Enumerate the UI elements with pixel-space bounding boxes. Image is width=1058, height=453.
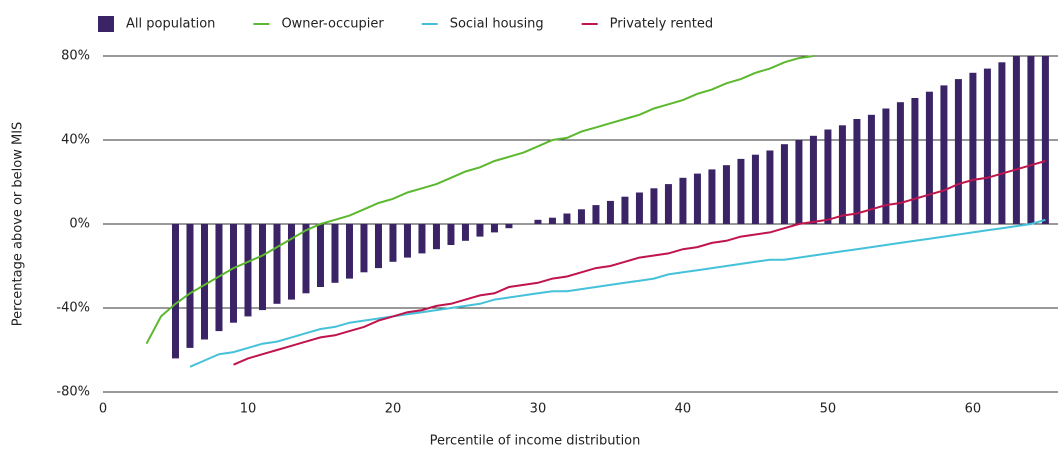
- legend-label: Social housing: [450, 17, 544, 32]
- x-tick-label: 60: [965, 402, 982, 417]
- bar: [563, 213, 571, 224]
- bar: [403, 224, 411, 258]
- bar: [592, 205, 600, 224]
- bar: [679, 177, 687, 224]
- bar: [925, 91, 933, 224]
- bar: [882, 108, 890, 224]
- bar: [418, 224, 426, 254]
- bar: [302, 224, 310, 294]
- bar: [621, 196, 629, 224]
- bar: [345, 224, 353, 279]
- line: [189, 218, 1046, 368]
- bar: [171, 224, 179, 359]
- bar: [505, 224, 513, 229]
- bar: [490, 224, 498, 233]
- bar: [316, 224, 324, 287]
- bar: [737, 158, 745, 224]
- bar: [461, 224, 469, 241]
- bar: [809, 135, 817, 224]
- plot-area: [145, 55, 1049, 368]
- bar: [911, 98, 919, 224]
- y-tick-label: -80%: [56, 385, 90, 400]
- bar: [534, 219, 542, 224]
- legend-swatch: [98, 16, 114, 32]
- bar: [751, 154, 759, 224]
- bar: [1027, 56, 1035, 224]
- bar: [200, 224, 208, 340]
- x-tick-label: 40: [675, 402, 692, 417]
- bar: [780, 144, 788, 224]
- legend-label: Owner-occupier: [281, 17, 384, 32]
- x-tick-label: 20: [385, 402, 402, 417]
- bar: [258, 224, 266, 311]
- bar: [1041, 56, 1049, 224]
- bar: [1012, 56, 1020, 224]
- x-axis-title: Percentile of income distribution: [430, 434, 641, 449]
- y-tick-label: 40%: [61, 133, 90, 148]
- bar: [548, 217, 556, 224]
- x-tick-label: 50: [820, 402, 837, 417]
- bar: [476, 224, 484, 237]
- bar: [853, 119, 861, 224]
- line: [145, 55, 814, 345]
- y-axis-title: Percentage above or below MIS: [11, 122, 26, 327]
- x-tick-label: 10: [240, 402, 257, 417]
- bar: [969, 72, 977, 224]
- bar: [389, 224, 397, 262]
- y-tick-label: -40%: [56, 301, 90, 316]
- bar: [824, 129, 832, 224]
- bar: [998, 62, 1006, 224]
- bar: [244, 224, 252, 317]
- legend-label: All population: [126, 17, 215, 32]
- bar: [374, 224, 382, 269]
- bar: [664, 184, 672, 224]
- bar: [867, 114, 875, 224]
- legend: All population Owner-occupier Social housi…: [98, 16, 713, 32]
- bar: [273, 224, 281, 304]
- bar: [954, 79, 962, 224]
- bar: [287, 224, 295, 300]
- bar: [896, 102, 904, 224]
- bar: [983, 68, 991, 224]
- bar: [838, 125, 846, 224]
- y-tick-label: 0%: [69, 217, 90, 232]
- bar: [186, 224, 194, 348]
- x-tick-label: 30: [530, 402, 547, 417]
- x-tick-label: 0: [99, 402, 107, 417]
- bar: [577, 209, 585, 224]
- legend-label: Privately rented: [610, 17, 713, 32]
- bar: [795, 140, 803, 224]
- bar: [331, 224, 339, 283]
- line: [233, 160, 1046, 366]
- bar: [693, 173, 701, 224]
- bar: [708, 169, 716, 224]
- bar: [722, 165, 730, 224]
- bar: [432, 224, 440, 250]
- bar: [766, 150, 774, 224]
- bar: [940, 85, 948, 225]
- bar: [229, 224, 237, 323]
- bar: [606, 200, 614, 224]
- bar: [447, 224, 455, 245]
- bar: [360, 224, 368, 273]
- bar: [635, 192, 643, 224]
- bar: [650, 188, 658, 224]
- y-tick-label: 80%: [61, 49, 90, 64]
